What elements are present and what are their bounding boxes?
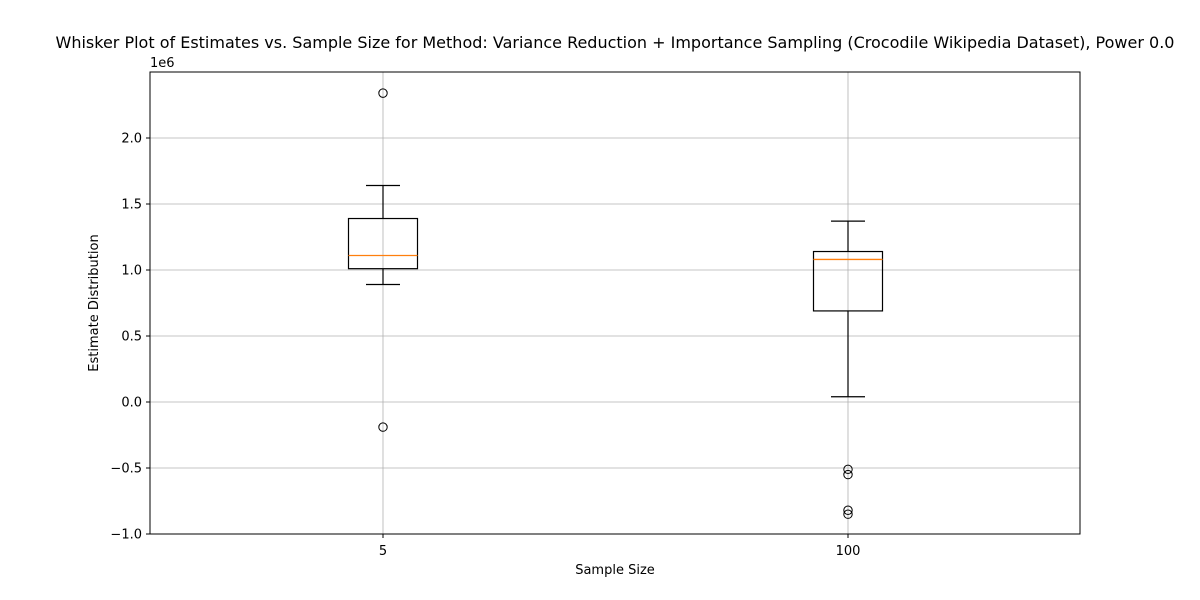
outlier-point: [378, 88, 388, 98]
box-group-100: [812, 220, 884, 519]
outlier-point: [378, 422, 388, 432]
chart-title: Whisker Plot of Estimates vs. Sample Siz…: [56, 33, 1175, 52]
x-axis-ticks: 5 100: [379, 534, 861, 559]
boxes: [347, 88, 884, 519]
box-group-5: [347, 88, 419, 432]
plot-frame: [149, 71, 1081, 535]
box-iqr: [347, 217, 419, 270]
y-tick-label: −0.5: [110, 462, 142, 477]
y-tick-label: 1.5: [121, 198, 142, 213]
y-tick-label: −1.0: [110, 528, 142, 543]
y-tick-label: 2.0: [121, 132, 142, 147]
outlier-point: [843, 505, 853, 515]
y-tick-label: 1.0: [121, 264, 142, 279]
x-tick-label: 5: [379, 544, 387, 559]
grid: [150, 72, 1080, 535]
outlier-point: [843, 469, 853, 480]
y-offset-label: 1e6: [150, 56, 175, 71]
box-iqr: [812, 250, 884, 312]
x-tick-label: 100: [836, 544, 861, 559]
outlier-point: [843, 464, 853, 475]
y-tick-label: 0.0: [121, 396, 142, 411]
x-axis-label: Sample Size: [575, 563, 655, 578]
y-axis-label: Estimate Distribution: [87, 234, 102, 371]
y-tick-label: 0.5: [121, 330, 142, 345]
y-axis-ticks: −1.0 −0.5 0.0 0.5 1.0 1.5 2.0: [110, 132, 150, 543]
outlier-point: [843, 509, 853, 519]
